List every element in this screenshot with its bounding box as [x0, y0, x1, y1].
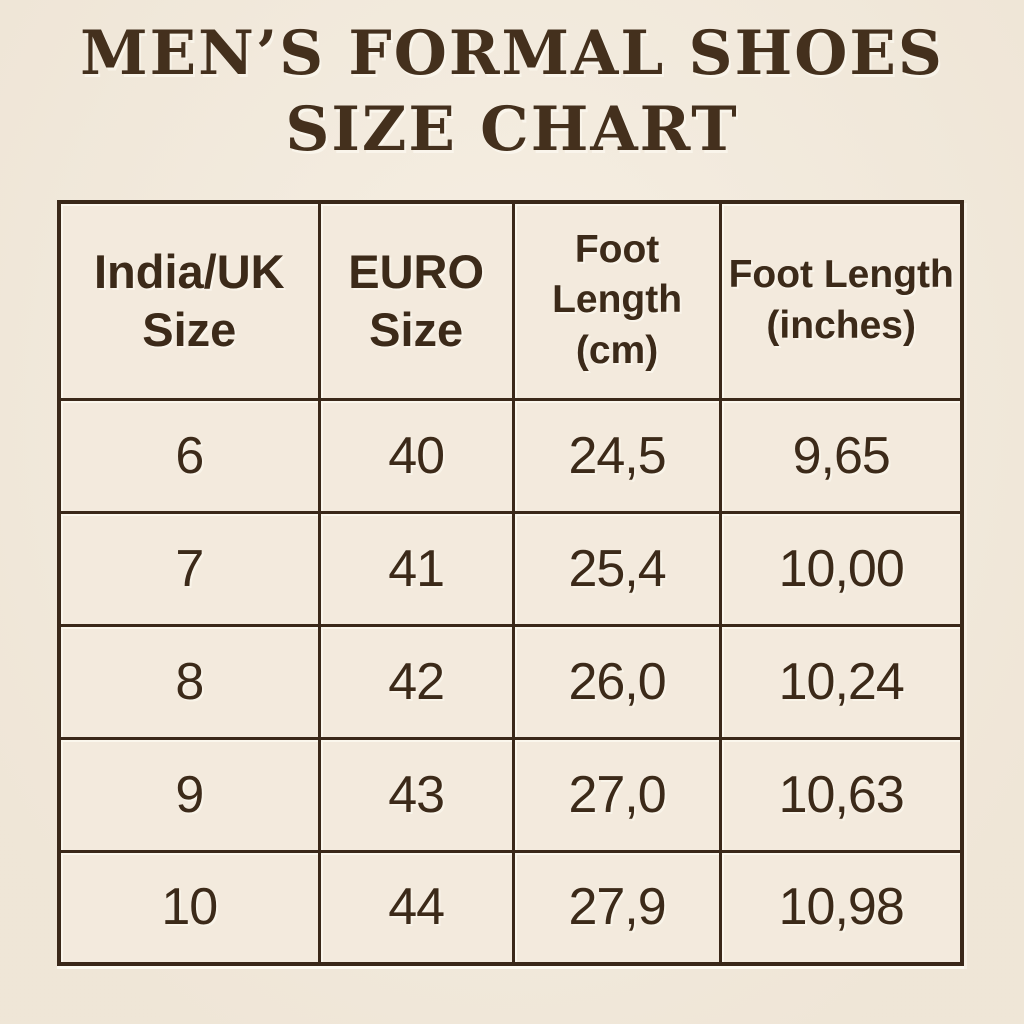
table-row: 9 43 27,0 10,63 — [57, 736, 964, 853]
cell-india-uk-size: 8 — [57, 623, 321, 740]
cell-foot-length-cm: 26,0 — [511, 623, 723, 740]
cell-india-uk-size: 10 — [57, 849, 321, 966]
cell-foot-length-cm: 25,4 — [511, 510, 723, 627]
header-line: Size — [142, 302, 237, 356]
header-line: India/UK — [93, 245, 285, 299]
header-line: Foot — [574, 227, 660, 271]
table-header-row: India/UK Size EURO Size Foot Length (cm)… — [57, 200, 964, 401]
page-title-line2: SIZE CHART — [285, 94, 739, 165]
header-line: EURO — [348, 245, 485, 299]
column-header-foot-length-inches: Foot Length (inches) — [719, 200, 964, 401]
header-line: (inches) — [766, 303, 916, 347]
table-row: 10 44 27,9 10,98 — [57, 849, 964, 966]
cell-foot-length-cm: 24,5 — [511, 397, 723, 514]
cell-foot-length-inches: 10,98 — [719, 849, 964, 966]
page-title-line1: MEN’S FORMAL SHOES — [80, 18, 944, 89]
header-line: Foot Length — [728, 253, 954, 297]
cell-india-uk-size: 6 — [57, 397, 321, 514]
table-row: 7 41 25,4 10,00 — [57, 510, 964, 627]
page-title: MEN’S FORMAL SHOES SIZE CHART — [0, 16, 1024, 168]
cell-india-uk-size: 9 — [57, 736, 321, 853]
size-chart-table: India/UK Size EURO Size Foot Length (cm)… — [57, 200, 964, 966]
cell-foot-length-cm: 27,0 — [511, 736, 723, 853]
cell-euro-size: 43 — [317, 736, 515, 853]
column-header-india-uk-size: India/UK Size — [57, 200, 321, 401]
cell-euro-size: 40 — [317, 397, 515, 514]
cell-foot-length-inches: 9,65 — [719, 397, 964, 514]
cell-foot-length-inches: 10,63 — [719, 736, 964, 853]
cell-euro-size: 44 — [317, 849, 515, 966]
cell-foot-length-cm: 27,9 — [511, 849, 723, 966]
column-header-euro-size: EURO Size — [317, 200, 515, 401]
cell-foot-length-inches: 10,00 — [719, 510, 964, 627]
table-row: 8 42 26,0 10,24 — [57, 623, 964, 740]
column-header-foot-length-cm: Foot Length (cm) — [511, 200, 723, 401]
table-row: 6 40 24,5 9,65 — [57, 397, 964, 514]
cell-euro-size: 41 — [317, 510, 515, 627]
cell-india-uk-size: 7 — [57, 510, 321, 627]
header-line: Size — [369, 302, 464, 356]
header-line: Length (cm) — [552, 278, 683, 373]
cell-foot-length-inches: 10,24 — [719, 623, 964, 740]
cell-euro-size: 42 — [317, 623, 515, 740]
